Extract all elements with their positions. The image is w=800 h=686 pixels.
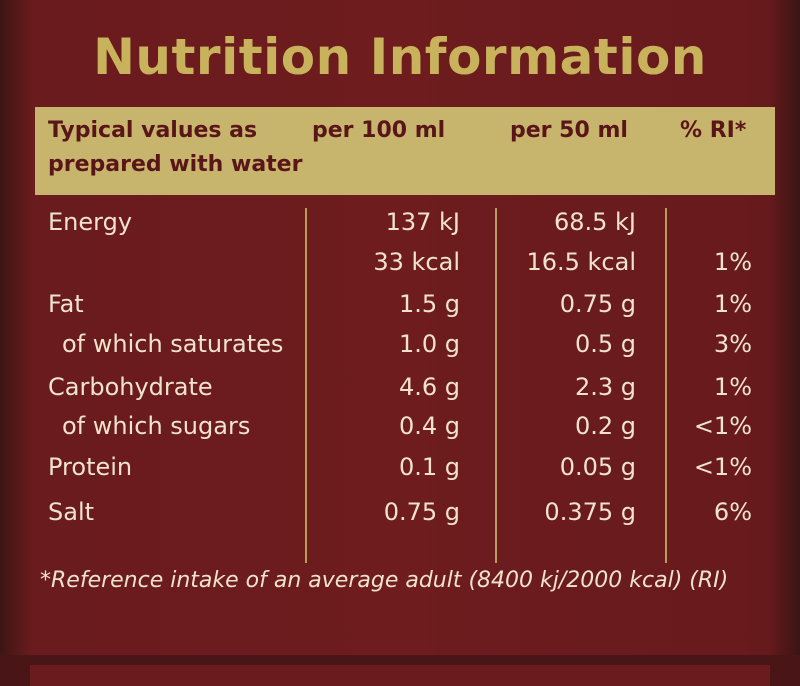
ri-value: 1% (713, 290, 752, 318)
header-cell: % RI* (680, 118, 747, 143)
per50-value: 0.75 g (559, 290, 636, 318)
divider (495, 208, 497, 563)
header-cell: prepared with water (48, 152, 303, 177)
per50-value: 0.05 g (559, 453, 636, 481)
per50-value: 68.5 kJ (553, 208, 636, 236)
per100-value: 0.4 g (398, 412, 460, 440)
header-cell: per 100 ml (312, 118, 446, 143)
per100-value: 4.6 g (398, 373, 460, 401)
divider (305, 208, 307, 563)
row-label: Fat (48, 290, 84, 318)
per50-value: 0.2 g (574, 412, 636, 440)
divider (665, 208, 667, 563)
row-label: Protein (48, 453, 133, 481)
ri-value: <1% (693, 412, 752, 440)
per100-value: 1.5 g (398, 290, 460, 318)
per100-value: 1.0 g (398, 330, 460, 358)
ri-value: 1% (713, 373, 752, 401)
per50-value: 16.5 kcal (526, 248, 636, 276)
per50-value: 0.375 g (544, 498, 636, 526)
header-cell: per 50 ml (510, 118, 628, 143)
ri-value: 1% (713, 248, 752, 276)
ri-value: 6% (713, 498, 752, 526)
row-sublabel: of which saturates (62, 330, 284, 358)
row-sublabel: of which sugars (62, 412, 251, 440)
ri-value: 3% (713, 330, 752, 358)
per100-value: 0.1 g (398, 453, 460, 481)
row-label: Salt (48, 498, 95, 526)
row-label: Carbohydrate (48, 373, 213, 401)
edge (30, 665, 770, 686)
per100-value: 137 kJ (385, 208, 460, 236)
per50-value: 2.3 g (574, 373, 636, 401)
header-band (35, 107, 775, 195)
title: Nutrition Information (93, 28, 707, 86)
per100-value: 0.75 g (383, 498, 460, 526)
per100-value: 33 kcal (373, 248, 460, 276)
ri-value: <1% (693, 453, 752, 481)
footnote: *Reference intake of an average adult (8… (40, 568, 729, 593)
row-label: Energy (48, 208, 133, 236)
per50-value: 0.5 g (574, 330, 636, 358)
header-cell: Typical values as (48, 118, 258, 143)
